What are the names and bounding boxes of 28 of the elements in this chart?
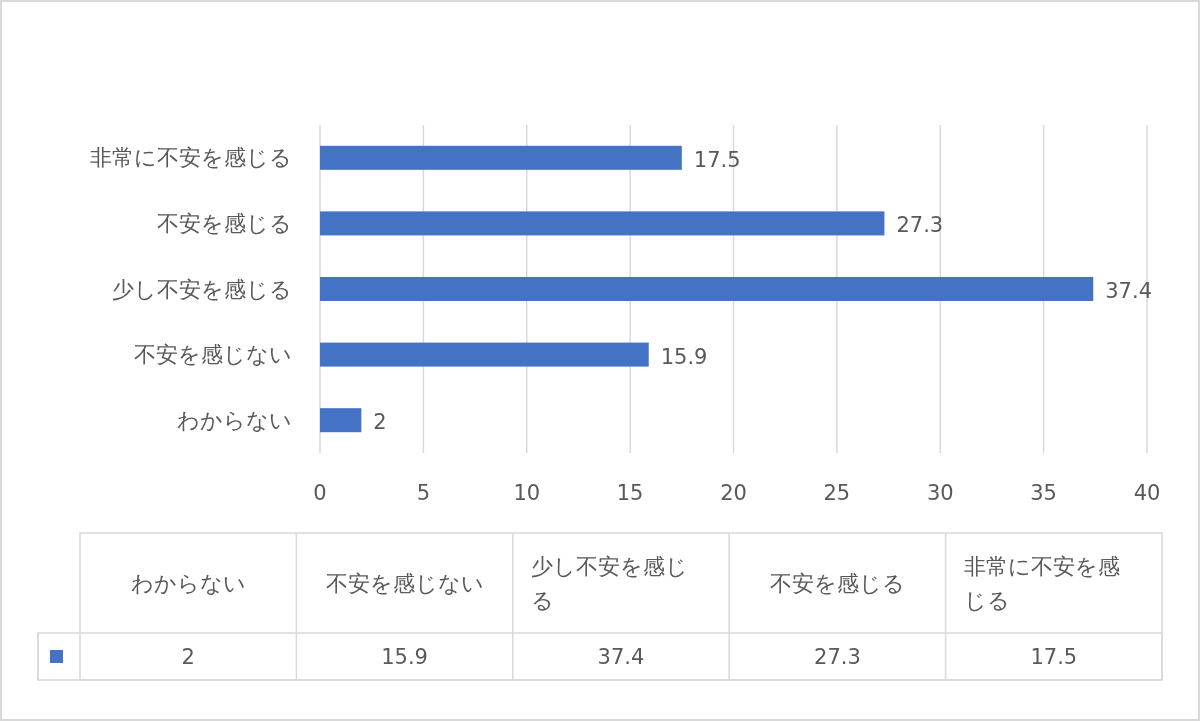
x-tick-label: 30 bbox=[926, 481, 954, 505]
y-tick-label: 少し不安を感じる bbox=[112, 276, 292, 302]
x-tick-label: 15 bbox=[616, 481, 644, 505]
data-label: 37.4 bbox=[1105, 279, 1153, 303]
text: 27.3 bbox=[814, 644, 861, 669]
text: 2 bbox=[181, 644, 195, 669]
data-label: 2 bbox=[373, 410, 387, 435]
text: 17.5 bbox=[1030, 644, 1078, 669]
x-tick-label: 40 bbox=[1133, 481, 1161, 505]
x-tick-label: 35 bbox=[1030, 481, 1057, 505]
x-tick-label: 0 bbox=[313, 481, 327, 505]
category-label: 不安を感じない bbox=[325, 570, 484, 596]
category-label: 非常に不安を感じる bbox=[963, 553, 1120, 613]
category-label: 少し不安を感じる bbox=[530, 553, 688, 613]
data-label: 17.5 bbox=[693, 147, 741, 172]
y-tick-label: 不安を感じる bbox=[157, 210, 292, 236]
y-tick-label: わからない bbox=[177, 407, 292, 433]
y-tick-label: 不安を感じない bbox=[134, 342, 292, 368]
text: 15.9 bbox=[381, 644, 428, 669]
x-tick-label: 20 bbox=[720, 481, 747, 505]
category-label: 不安を感じる bbox=[769, 570, 905, 596]
y-tick-label: 非常に不安を感じる bbox=[90, 145, 292, 171]
x-tick-label: 25 bbox=[823, 481, 851, 505]
x-tick-label: 5 bbox=[416, 481, 431, 505]
data-label: 27.3 bbox=[896, 213, 944, 238]
text: 37.4 bbox=[597, 644, 645, 669]
x-tick-label: 10 bbox=[513, 481, 541, 505]
data-label: 15.9 bbox=[660, 344, 708, 369]
